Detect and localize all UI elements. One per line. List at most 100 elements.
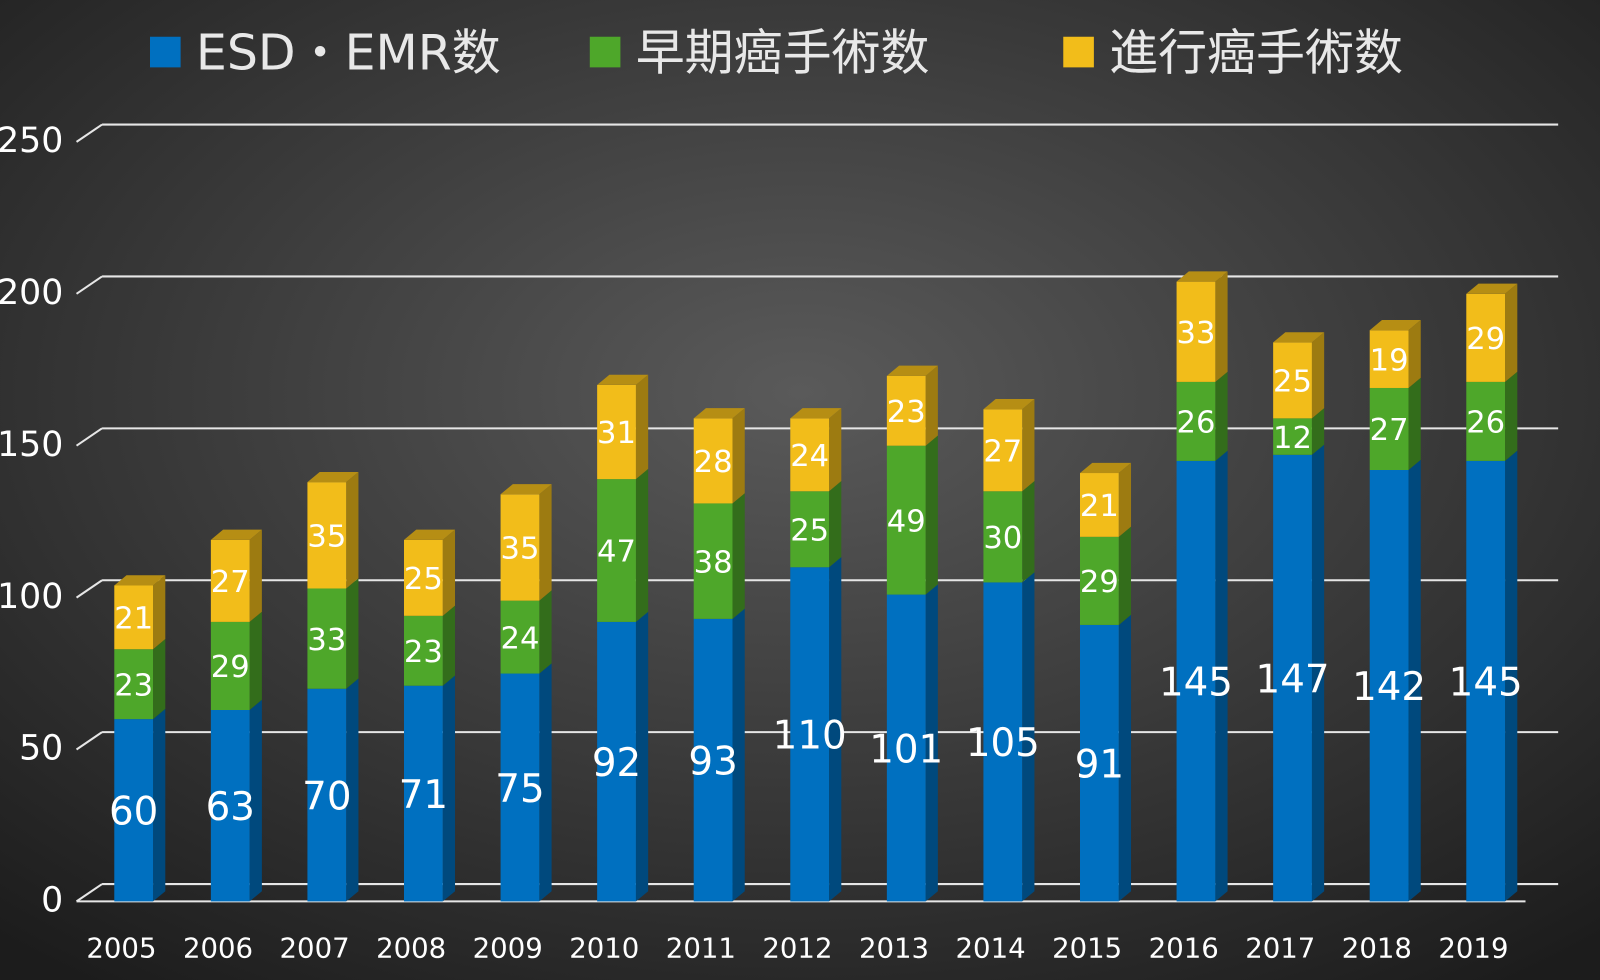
y-tick-label: 100 — [0, 577, 63, 617]
bar-segment-0 — [597, 621, 636, 902]
bar-segment-2 — [210, 539, 250, 622]
data-label: 101 — [869, 727, 943, 772]
data-label: 75 — [495, 767, 544, 812]
bar-group-2014: 105 30 27 — [966, 399, 1040, 902]
bar-side-0 — [925, 584, 938, 902]
bar-side-0 — [249, 699, 262, 902]
bar-side-0 — [539, 663, 552, 902]
bar-side-2 — [153, 575, 166, 650]
data-label: 24 — [790, 439, 829, 474]
bar-segment-0 — [1369, 469, 1409, 902]
bar-segment-0 — [983, 582, 1023, 902]
bar-group-2017: 147 12 25 — [1256, 332, 1330, 902]
bar-side-2 — [249, 529, 262, 622]
bars: 60 23 21 63 29 27 70 33 35 71 23 25 75 24 35 92 47 31 93 38… — [109, 271, 1523, 902]
bar-top — [693, 408, 745, 419]
bar-side-0 — [153, 708, 166, 902]
y-tick-label: 150 — [0, 425, 63, 465]
x-tick-label: 2006 — [183, 933, 253, 965]
data-label: 29 — [1080, 565, 1119, 600]
data-label: 21 — [114, 602, 153, 637]
gridline-slant — [75, 123, 103, 143]
bar-top — [210, 529, 262, 540]
x-tick-label: 2005 — [86, 933, 156, 965]
bar-segment-1 — [1369, 387, 1409, 470]
bar-segment-2 — [1080, 473, 1119, 537]
bar-side-0 — [1118, 614, 1132, 902]
bar-segment-0 — [693, 618, 733, 902]
data-label: 70 — [302, 774, 351, 819]
bar-side-1 — [1505, 371, 1518, 461]
bar-side-2 — [1215, 271, 1228, 382]
bar-side-1 — [829, 481, 842, 568]
bar-segment-0 — [1080, 624, 1119, 902]
y-axis: 0 50 100 150 200 250 — [0, 121, 63, 921]
data-label: 92 — [592, 741, 641, 786]
data-label: 25 — [790, 513, 829, 548]
x-axis: 2005 2006 2007 2008 2009 2010 2011 2012 2013 2014… — [86, 933, 1508, 965]
bar-top — [114, 575, 166, 586]
x-tick-label: 2017 — [1245, 933, 1315, 965]
bar-side-1 — [346, 578, 359, 689]
data-label: 33 — [307, 623, 346, 658]
bar-segment-0 — [404, 685, 443, 902]
bar-segment-2 — [983, 409, 1023, 492]
bar-side-0 — [1311, 444, 1325, 902]
bar-side-1 — [1215, 371, 1228, 461]
bar-side-2 — [1311, 332, 1325, 419]
bar-group-2009: 75 24 35 — [495, 484, 552, 902]
bar-side-2 — [1118, 462, 1132, 537]
bar-segment-0 — [790, 567, 830, 902]
x-tick-label: 2013 — [859, 933, 929, 965]
bar-side-2 — [1022, 399, 1035, 492]
data-label: 47 — [597, 535, 636, 570]
bar-top — [1273, 332, 1325, 343]
legend-label-1: 早期癌手術数 — [636, 24, 930, 81]
bar-side-1 — [1118, 526, 1132, 625]
x-tick-label: 2007 — [280, 933, 350, 965]
bar-side-1 — [539, 590, 552, 674]
data-label: 29 — [1466, 322, 1505, 357]
y-tick-label: 50 — [19, 729, 63, 769]
bar-top — [404, 529, 456, 540]
y-tick-label: 0 — [41, 881, 63, 921]
data-label: 27 — [1370, 413, 1409, 448]
bar-side-1 — [249, 611, 262, 711]
bar-group-2011: 93 38 28 — [688, 408, 745, 902]
bar-segment-0 — [1176, 460, 1216, 902]
data-label: 23 — [887, 395, 926, 430]
bar-segment-1 — [983, 491, 1023, 583]
bar-segment-0 — [307, 688, 347, 902]
bar-group-2006: 63 29 27 — [206, 529, 262, 902]
bar-segment-1 — [210, 621, 250, 711]
bar-segment-1 — [1466, 381, 1506, 461]
bar-side-1 — [153, 639, 166, 720]
bar-side-2 — [732, 408, 745, 504]
bar-top — [1466, 283, 1518, 294]
data-label: 145 — [1449, 660, 1523, 705]
bar-segment-2 — [500, 494, 540, 601]
data-label: 147 — [1256, 657, 1330, 702]
bar-group-2005: 60 23 21 — [109, 575, 166, 902]
gridline-slant — [75, 427, 103, 447]
gridline-slant — [75, 883, 103, 903]
bar-group-2018: 142 27 19 — [1352, 320, 1426, 902]
legend-swatch-2 — [1063, 36, 1094, 68]
bar-group-2008: 71 23 25 — [399, 529, 456, 902]
bar-side-1 — [732, 493, 745, 619]
bar-segment-1 — [790, 491, 830, 568]
bar-group-2007: 70 33 35 — [302, 471, 359, 902]
bar-group-2019: 145 26 29 — [1449, 283, 1523, 902]
bar-side-0 — [1215, 450, 1228, 902]
data-label: 30 — [983, 521, 1022, 556]
data-label: 35 — [500, 532, 539, 567]
bar-segment-2 — [307, 482, 347, 589]
data-label: 145 — [1159, 660, 1233, 705]
bar-side-0 — [732, 608, 745, 902]
x-tick-label: 2011 — [666, 933, 736, 965]
bar-segment-2 — [404, 539, 443, 616]
data-label: 91 — [1075, 742, 1124, 787]
bar-segment-2 — [886, 375, 926, 446]
bar-segment-2 — [1369, 330, 1409, 388]
bar-top — [886, 365, 938, 376]
